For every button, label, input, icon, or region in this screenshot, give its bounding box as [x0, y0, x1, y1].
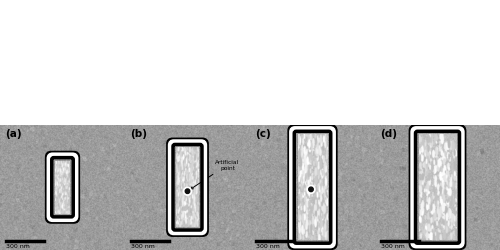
Text: 300 nm: 300 nm: [256, 243, 280, 248]
Circle shape: [185, 189, 190, 194]
Text: (a): (a): [5, 129, 21, 139]
Circle shape: [307, 186, 315, 194]
Text: 300 nm: 300 nm: [382, 243, 405, 248]
Circle shape: [309, 187, 313, 192]
Text: (b): (b): [130, 129, 147, 139]
Text: (d): (d): [380, 129, 397, 139]
Text: 300 nm: 300 nm: [131, 243, 155, 248]
Circle shape: [184, 188, 192, 196]
Text: Artificial
point: Artificial point: [190, 160, 240, 189]
Text: (c): (c): [255, 129, 271, 139]
Text: 300 nm: 300 nm: [6, 243, 30, 248]
